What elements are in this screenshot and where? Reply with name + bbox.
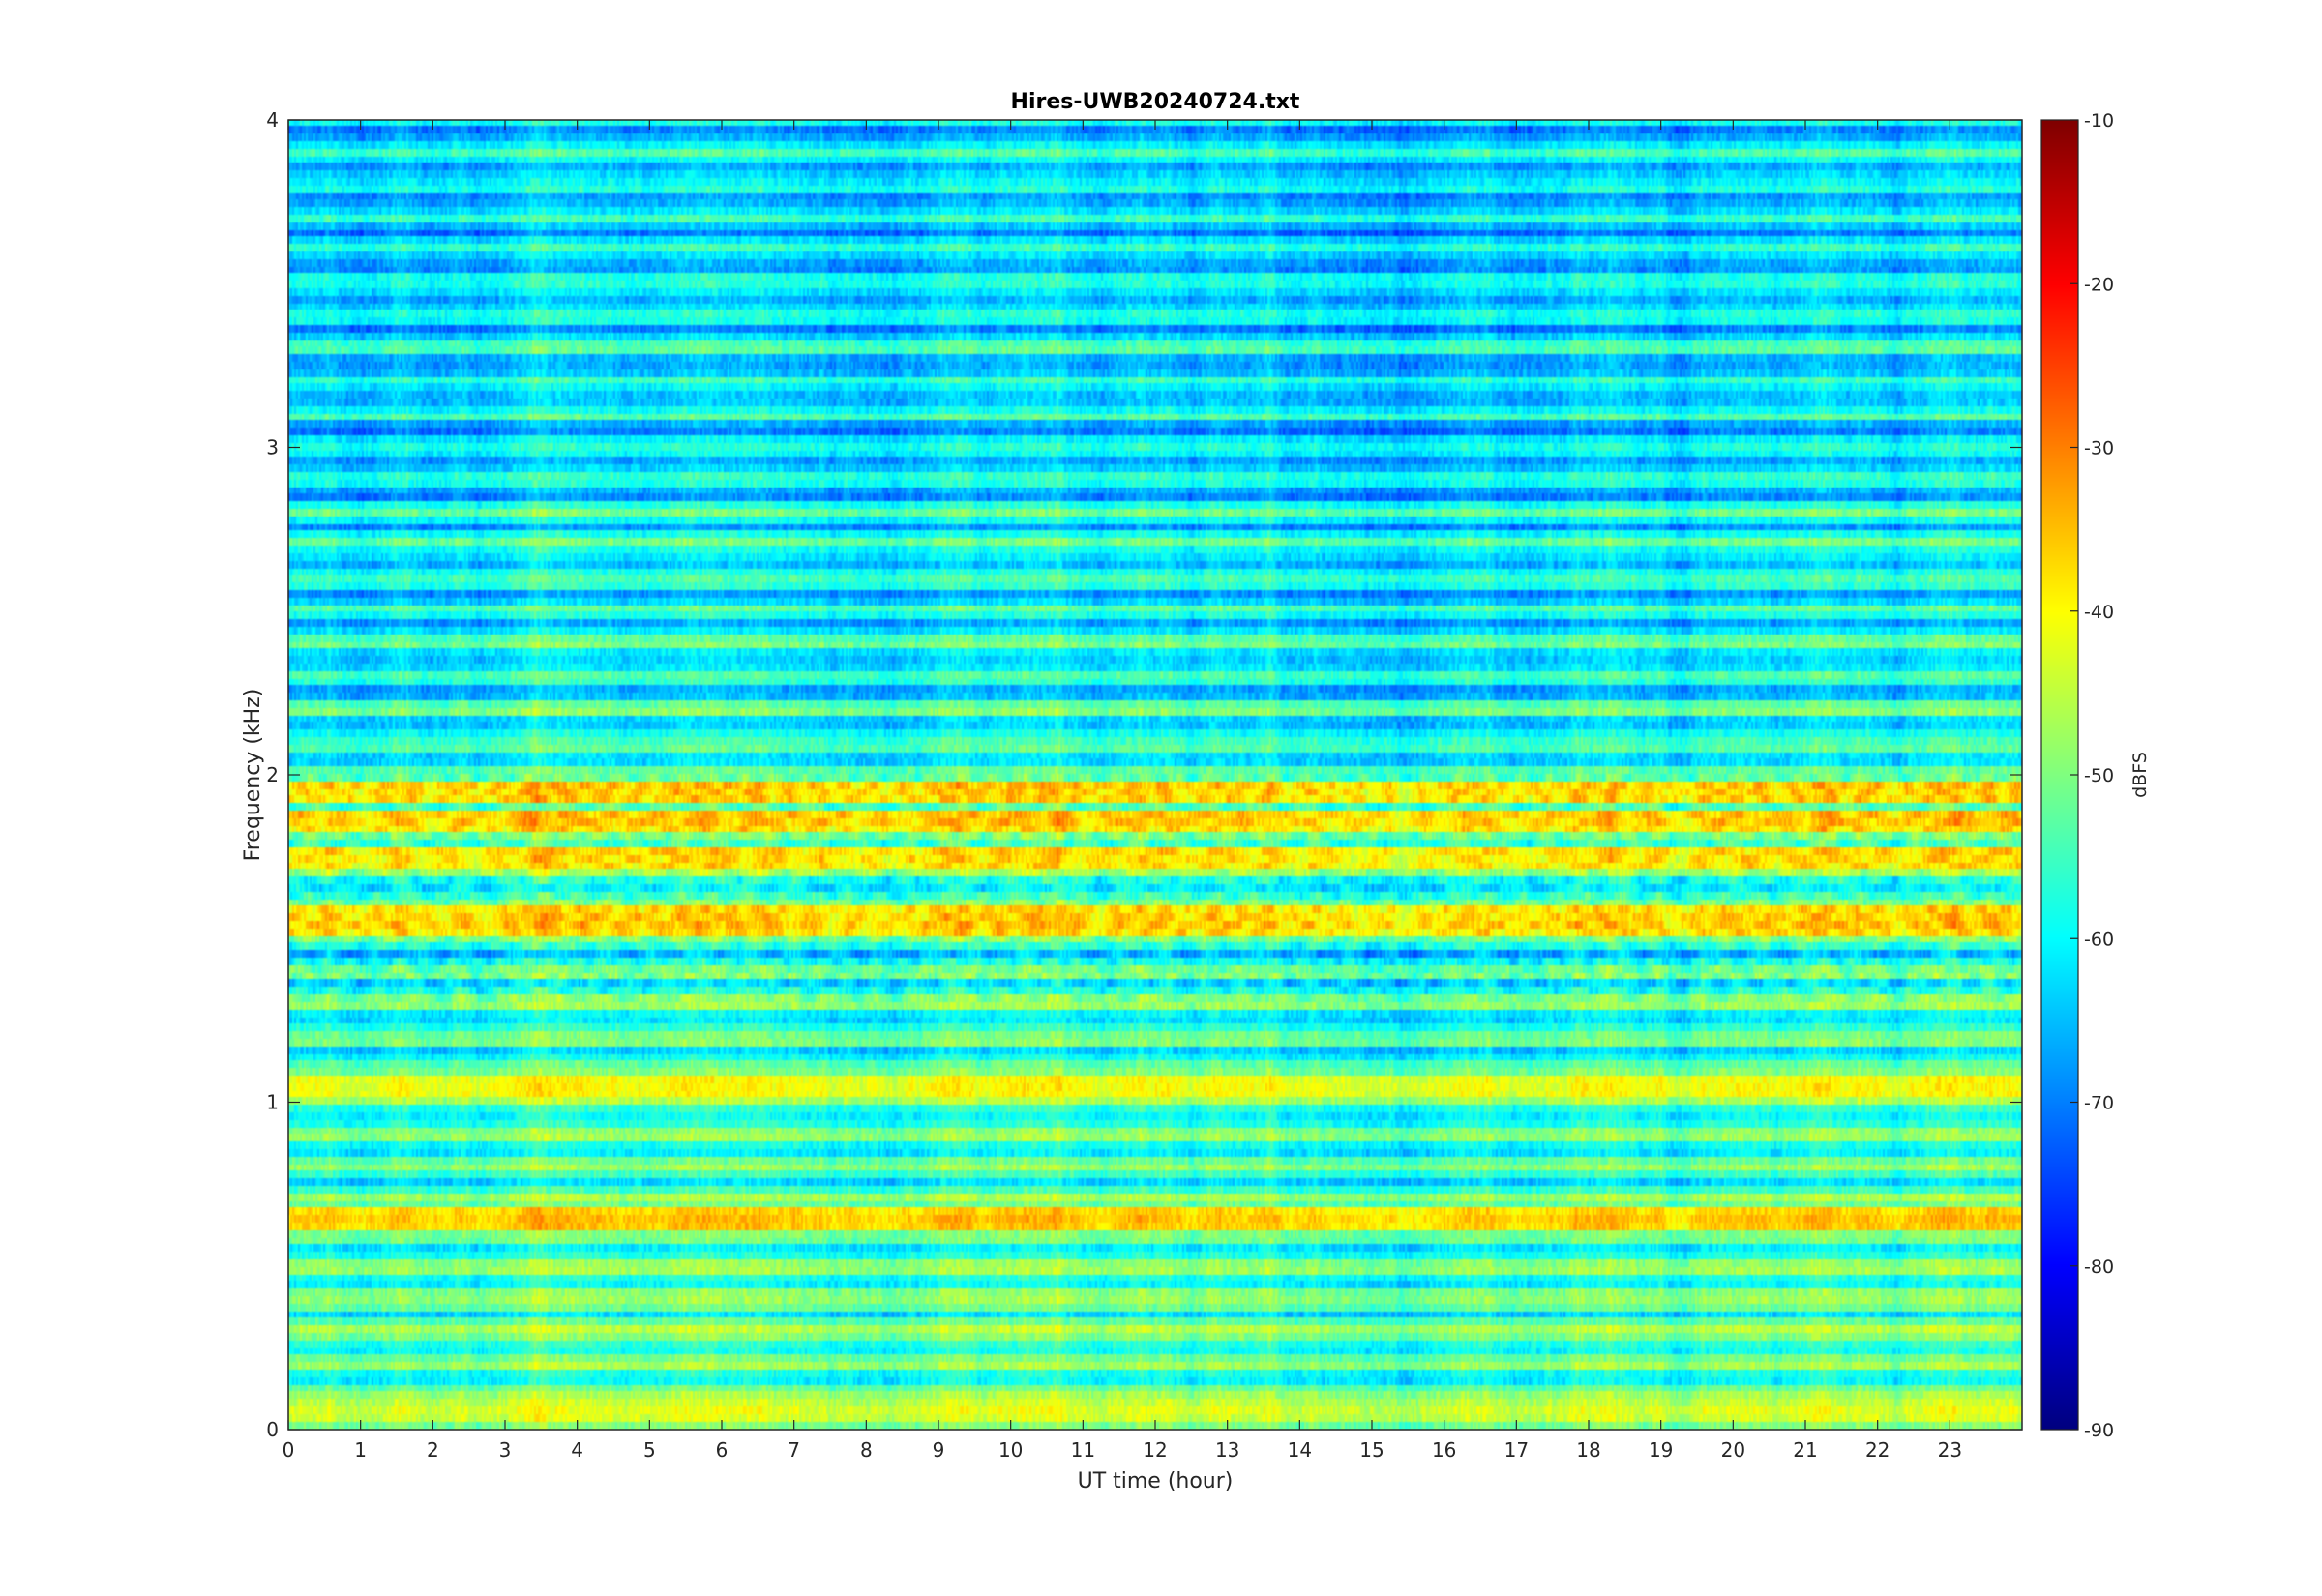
colorbar-tick-label: -70 <box>2084 1093 2114 1114</box>
colorbar-tick-label: -90 <box>2084 1420 2114 1441</box>
x-tick-label: 21 <box>1793 1438 1817 1462</box>
colorbar-tick-label: -10 <box>2084 110 2114 132</box>
plot-frame <box>287 119 2023 1431</box>
colorbar-tick-label: -50 <box>2084 765 2114 786</box>
x-tick-label: 5 <box>643 1438 656 1462</box>
x-tick-label: 1 <box>354 1438 367 1462</box>
y-tick-label: 3 <box>266 436 279 459</box>
x-tick-label: 7 <box>788 1438 800 1462</box>
x-tick-label: 16 <box>1432 1438 1456 1462</box>
x-tick-label: 14 <box>1288 1438 1312 1462</box>
x-tick-label: 9 <box>933 1438 945 1462</box>
x-tick-label: 8 <box>860 1438 873 1462</box>
colorbar-tick-label: -30 <box>2084 438 2114 459</box>
spectrogram-heatmap <box>288 120 2022 1430</box>
x-tick-label: 12 <box>1143 1438 1167 1462</box>
x-tick-label: 2 <box>427 1438 439 1462</box>
y-axis-label: Frequency (kHz) <box>241 689 265 862</box>
x-tick-label: 23 <box>1938 1438 1962 1462</box>
chart-title: Hires-UWB20240724.txt <box>1011 90 1300 114</box>
x-tick-label: 10 <box>998 1438 1023 1462</box>
colorbar-tick-label: -80 <box>2084 1256 2114 1278</box>
x-tick-label: 22 <box>1865 1438 1890 1462</box>
y-axis-ticks: 0 1 2 3 4 <box>266 108 2022 1441</box>
x-tick-label: 0 <box>283 1438 295 1462</box>
colorbar-tick-label: -20 <box>2084 274 2114 295</box>
x-tick-label: 17 <box>1504 1438 1529 1462</box>
x-tick-label: 4 <box>571 1438 583 1462</box>
y-tick-label: 2 <box>266 763 279 786</box>
colorbar-label: dBFS <box>2129 752 2151 798</box>
y-tick-label: 0 <box>266 1418 279 1441</box>
x-axis-label: UT time (hour) <box>1078 1469 1234 1493</box>
y-tick-label: 1 <box>266 1091 279 1114</box>
colorbar-tick-label: -40 <box>2084 602 2114 623</box>
x-tick-label: 15 <box>1359 1438 1384 1462</box>
x-tick-label: 20 <box>1721 1438 1745 1462</box>
x-tick-label: 13 <box>1215 1438 1239 1462</box>
x-tick-label: 3 <box>499 1438 512 1462</box>
x-axis-ticks: 0 1 2 3 4 5 6 7 8 9 10 11 12 13 14 15 16 17 18 19 20 21 22 23 <box>283 120 1962 1462</box>
colorbar-tick-label: -60 <box>2084 929 2114 950</box>
x-tick-label: 6 <box>716 1438 729 1462</box>
x-tick-label: 11 <box>1071 1438 1095 1462</box>
x-tick-label: 18 <box>1576 1438 1600 1462</box>
colorbar-ticks: -10 -20 -30 -40 -50 -60 -70 -80 -90 <box>2070 110 2114 1441</box>
x-tick-label: 19 <box>1649 1438 1673 1462</box>
y-tick-label: 4 <box>266 108 279 132</box>
